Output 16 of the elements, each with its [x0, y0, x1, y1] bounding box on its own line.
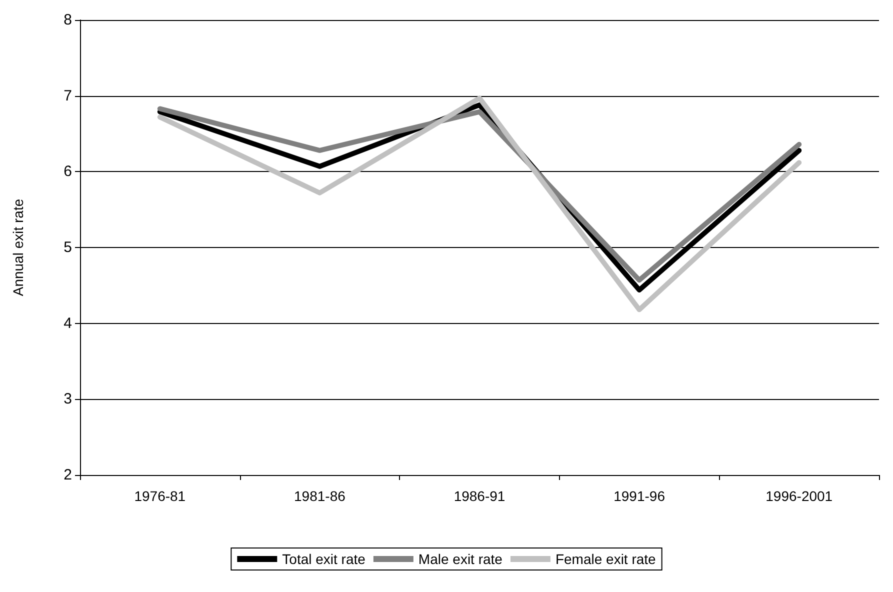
- x-tick-label: 1996-2001: [766, 488, 833, 504]
- x-tick-label: 1986-91: [454, 488, 506, 504]
- x-tick-label: 1981-86: [294, 488, 346, 504]
- y-axis-title: Annual exit rate: [10, 198, 26, 296]
- y-tick-label: 2: [64, 466, 72, 484]
- legend-label: Female exit rate: [555, 551, 656, 567]
- y-tick-label: 3: [64, 390, 72, 408]
- y-tick-label: 8: [64, 12, 72, 28]
- y-tick-label: 5: [64, 239, 72, 256]
- x-tick-label: 1991-96: [614, 488, 666, 504]
- y-tick-label: 6: [64, 163, 72, 180]
- legend-label: Male exit rate: [418, 551, 503, 567]
- y-tick-label: 4: [64, 314, 72, 332]
- legend-label: Total exit rate: [282, 551, 366, 567]
- x-tick-label: 1976-81: [134, 488, 186, 504]
- y-tick-label: 7: [64, 87, 72, 104]
